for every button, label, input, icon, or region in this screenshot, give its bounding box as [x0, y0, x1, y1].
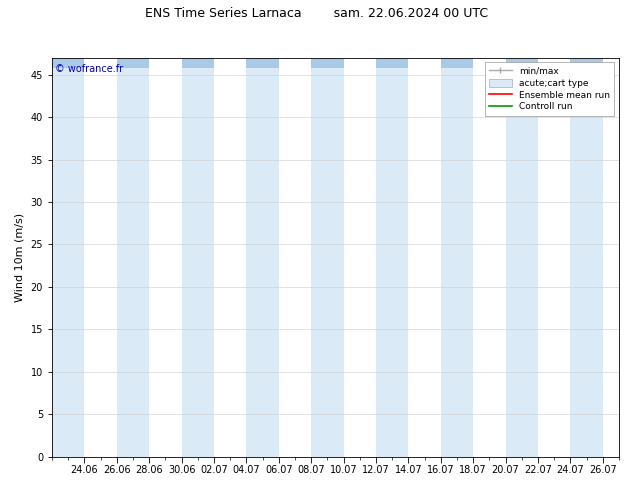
Y-axis label: Wind 10m (m/s): Wind 10m (m/s): [15, 213, 25, 302]
Text: ENS Time Series Larnaca        sam. 22.06.2024 00 UTC: ENS Time Series Larnaca sam. 22.06.2024 …: [145, 7, 489, 21]
Legend: min/max, acute;cart type, Ensemble mean run, Controll run: min/max, acute;cart type, Ensemble mean …: [484, 62, 614, 116]
Text: © wofrance.fr: © wofrance.fr: [55, 64, 123, 74]
